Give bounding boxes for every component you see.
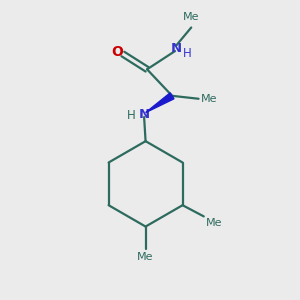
Text: O: O: [112, 45, 124, 59]
Polygon shape: [146, 93, 174, 112]
Text: H: H: [127, 109, 135, 122]
Text: H: H: [183, 47, 192, 60]
Text: Me: Me: [183, 12, 200, 22]
Text: N: N: [139, 108, 150, 121]
Text: Me: Me: [201, 94, 217, 104]
Text: Me: Me: [206, 218, 223, 228]
Text: Me: Me: [137, 252, 154, 262]
Text: N: N: [171, 42, 182, 55]
